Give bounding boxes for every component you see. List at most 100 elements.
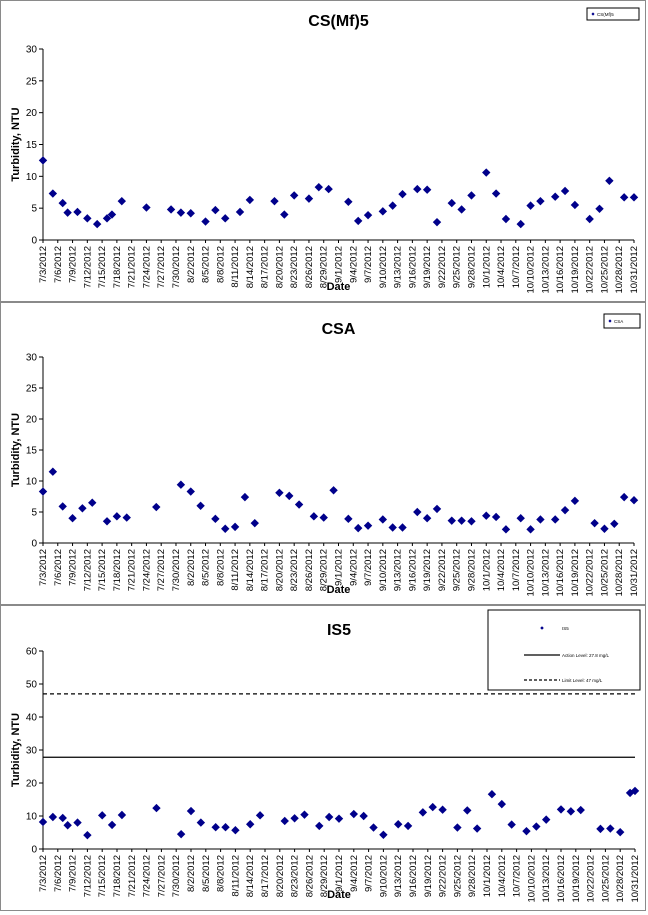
data-point [501,525,511,534]
data-point [255,811,265,820]
data-point [68,514,77,523]
data-point [221,823,230,832]
x-axis-label: Date [327,889,351,901]
data-point [38,817,48,827]
chart-svg: IS5 Turbidity, NTU Date 0 10 20 30 40 50 60 7/3/20… [10,609,641,903]
data-point [48,812,58,822]
x-tick-label: 8/2/2012 [186,246,197,283]
data-point [526,525,535,534]
x-tick-label: 10/10/2012 [526,549,537,597]
data-point [275,488,284,497]
data-point [186,806,196,816]
chart-panel-cs-mf5: CS(Mf)5 Turbidity, NTU Date 0 5 10 15 20 25 30 7/3… [0,0,646,302]
data-point [482,511,491,520]
y-tick-label: 30 [26,353,38,364]
x-tick-label: 10/28/2012 [614,549,625,597]
x-tick-label: 10/10/2012 [526,246,537,294]
x-tick-label: 7/27/2012 [156,549,167,591]
data-point [304,194,314,203]
x-tick-label: 8/2/2012 [186,549,197,586]
data-point [551,192,560,201]
data-point [117,810,127,820]
legend-label: CS(Mf)5 [597,12,614,17]
data-point [363,521,373,530]
x-tick-label: 8/26/2012 [304,246,315,288]
x-tick-label: 10/31/2012 [629,549,640,597]
data-point [211,205,220,215]
x-tick-label: 8/14/2012 [245,855,256,897]
data-point [231,825,240,835]
data-point [142,203,151,212]
data-point [388,201,397,210]
x-tick-label: 9/10/2012 [378,246,389,288]
data-point [186,487,195,496]
data-point [532,822,541,831]
x-tick-label: 8/8/2012 [215,246,226,283]
data-point [73,818,82,827]
data-point [112,512,122,521]
x-tick-label: 9/7/2012 [363,549,374,586]
data-point [334,814,344,823]
data-point [596,824,605,834]
data-point [363,210,373,220]
data-point [285,491,294,501]
x-tick-label: 9/13/2012 [393,549,404,591]
x-tick-label: 9/19/2012 [422,549,433,591]
x-tick-label: 7/6/2012 [53,855,64,892]
y-tick-label: 60 [26,647,38,658]
data-point [58,813,67,823]
data-point [196,501,205,510]
data-point [629,496,639,505]
data-point [270,196,279,206]
data-point [344,197,353,206]
data-point [590,518,599,528]
data-point [246,820,255,829]
data-point [457,516,466,525]
data-point [63,821,72,830]
x-tick-label: 7/15/2012 [97,246,108,288]
x-tick-label: 7/21/2012 [127,246,138,288]
data-point [413,507,422,517]
x-tick-label: 10/28/2012 [615,855,626,903]
data-point [398,523,407,532]
data-point [472,824,482,833]
x-tick-label: 9/7/2012 [363,246,374,283]
data-point [522,826,531,836]
y-tick-label: 25 [26,384,38,395]
data-point [240,492,250,502]
x-tick-label: 7/9/2012 [68,855,79,892]
x-tick-label: 10/22/2012 [586,855,597,903]
x-tick-label: 10/16/2012 [556,855,567,903]
x-tick-label: 10/13/2012 [541,855,552,903]
x-tick-label: 8/8/2012 [215,549,226,586]
data-point [595,204,604,214]
data-point [570,200,580,210]
data-point [309,512,319,521]
y-tick-label: 10 [26,172,38,183]
x-tick-label: 9/28/2012 [466,246,477,288]
data-point [92,219,102,229]
x-tick-label: 9/1/2012 [334,246,345,283]
data-point [497,799,506,809]
data-point [319,513,328,522]
x-tick-label: 10/28/2012 [614,246,625,294]
data-point [48,467,58,476]
x-tick-label: 7/3/2012 [38,855,49,892]
x-tick-label: 8/29/2012 [319,855,330,897]
legend-label: CSA [614,319,623,324]
data-point [176,480,186,489]
x-tick-label: 8/29/2012 [319,549,330,591]
x-tick-label: 8/5/2012 [201,246,212,283]
data-point [457,205,466,214]
x-axis-label: Date [327,584,351,596]
data-point [536,515,545,524]
x-tick-label: 8/2/2012 [186,855,197,892]
data-point [487,790,497,799]
data-point [606,824,615,833]
x-tick-label: 10/25/2012 [600,855,611,903]
data-point [570,496,580,506]
x-tick-label: 8/17/2012 [260,246,271,288]
data-point [245,195,255,205]
x-tick-label: 7/24/2012 [141,246,152,288]
x-tick-label: 8/11/2012 [230,549,241,591]
